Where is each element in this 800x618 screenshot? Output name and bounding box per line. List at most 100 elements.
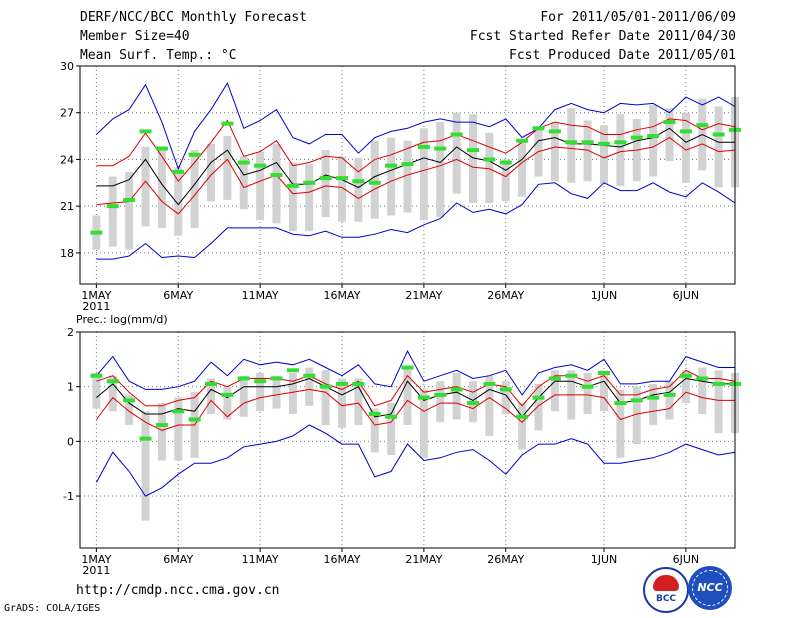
x-tick-label: 1MAY: [81, 553, 111, 566]
ensemble-box: [583, 120, 592, 182]
observed-marker: [630, 398, 643, 403]
observed-marker: [401, 162, 414, 167]
observed-marker: [319, 176, 332, 181]
observed-marker: [352, 179, 365, 184]
observed-marker: [598, 141, 610, 146]
ensemble-box: [321, 370, 330, 425]
ensemble-box: [272, 143, 281, 224]
ensemble-box: [354, 378, 363, 425]
ensemble-box: [207, 378, 215, 415]
ensemble-box: [452, 112, 461, 194]
ensemble-box: [174, 167, 183, 236]
observed-marker: [467, 148, 479, 153]
observed-marker: [172, 409, 185, 414]
observed-marker: [205, 381, 217, 386]
ensemble-box: [239, 375, 248, 417]
observed-marker: [188, 417, 201, 422]
observed-marker: [336, 381, 348, 386]
ensemble-box: [501, 381, 510, 415]
ensemble-box: [239, 156, 248, 210]
plot-frame: [79, 65, 736, 285]
ensemble-box: [157, 150, 166, 228]
ensemble-box: [714, 370, 723, 434]
x-tick-label: 26MAY: [487, 553, 524, 566]
observed-marker: [106, 379, 119, 384]
observed-marker: [548, 376, 561, 381]
observed-marker: [663, 392, 676, 397]
observed-marker: [303, 373, 316, 378]
observed-marker: [516, 414, 529, 419]
observed-marker: [434, 392, 447, 397]
observed-marker: [221, 121, 234, 126]
observed-marker: [188, 152, 201, 157]
x-tick-label: 6JUN: [673, 289, 700, 302]
upper-spread-line: [96, 369, 736, 407]
ensemble-box: [436, 381, 445, 423]
ncc-logo-ring-icon: [692, 570, 728, 606]
x-tick-label: 21MAY: [405, 289, 442, 302]
observed-marker: [352, 381, 365, 386]
observed-marker: [565, 373, 578, 378]
y-tick-label: 1: [67, 381, 74, 394]
ensemble-box: [288, 373, 297, 415]
ensemble-box: [665, 108, 674, 161]
y-tick-label: 21: [60, 200, 74, 213]
observed-marker: [647, 395, 660, 400]
ensemble-box: [223, 136, 232, 200]
observed-marker: [679, 373, 692, 378]
ensemble-box: [436, 122, 445, 218]
observed-marker: [499, 160, 512, 165]
ensemble-box: [698, 367, 707, 415]
ensemble-box: [305, 164, 314, 232]
source-url[interactable]: http://cmdp.ncc.cma.gov.cn: [76, 583, 280, 598]
y-tick-label: 18: [60, 247, 74, 260]
ensemble-box: [518, 403, 527, 450]
ensemble-box: [288, 162, 297, 232]
observed-marker: [155, 422, 168, 427]
observed-marker: [712, 132, 725, 137]
ensemble-box: [600, 125, 608, 185]
ensemble-box: [714, 106, 723, 188]
observed-marker: [237, 160, 250, 165]
ensemble-box: [387, 403, 396, 456]
ensemble-box: [92, 373, 101, 409]
ensemble-box: [387, 137, 396, 216]
observed-marker: [581, 384, 594, 389]
ensemble-box: [485, 132, 494, 204]
observed-marker: [254, 163, 267, 168]
x-tick-label: 16MAY: [324, 289, 361, 302]
ensemble-box: [403, 367, 412, 425]
ensemble-box: [108, 375, 117, 412]
observed-marker: [516, 138, 529, 143]
observed-marker: [532, 126, 545, 131]
observed-marker: [417, 144, 430, 149]
ensemble-box: [403, 140, 412, 213]
x-tick-label: 21MAY: [405, 553, 442, 566]
ensemble-box: [108, 176, 117, 247]
observed-marker: [614, 401, 627, 406]
ncc-logo: NCC: [688, 566, 732, 610]
ensemble-box: [207, 143, 215, 202]
observed-marker: [270, 376, 283, 381]
observed-marker: [368, 180, 381, 185]
ensemble-box: [190, 150, 199, 228]
y-tick-label: 27: [60, 107, 74, 120]
plot-frame: [79, 331, 736, 549]
ensemble-box: [272, 375, 281, 409]
observed-marker: [155, 146, 168, 151]
ensemble-box: [305, 367, 314, 406]
y-tick-label: 0: [67, 435, 74, 448]
ensemble-box: [452, 373, 461, 420]
lower-spread-line: [95, 388, 735, 431]
observed-marker: [319, 384, 332, 389]
ensemble-box: [141, 411, 150, 521]
forecast-produced-date: Fcst Produced Date 2011/05/01: [509, 48, 736, 63]
forecast-period: For 2011/05/01-2011/06/09: [540, 10, 736, 25]
x-tick-label: 26MAY: [487, 289, 524, 302]
y-tick-label: 30: [60, 60, 74, 73]
chart-title: DERF/NCC/BCC Monthly Forecast: [80, 10, 307, 25]
ensemble-box: [600, 370, 608, 412]
ncc-logo-text: NCC: [697, 581, 723, 594]
ensemble-box: [665, 381, 674, 420]
